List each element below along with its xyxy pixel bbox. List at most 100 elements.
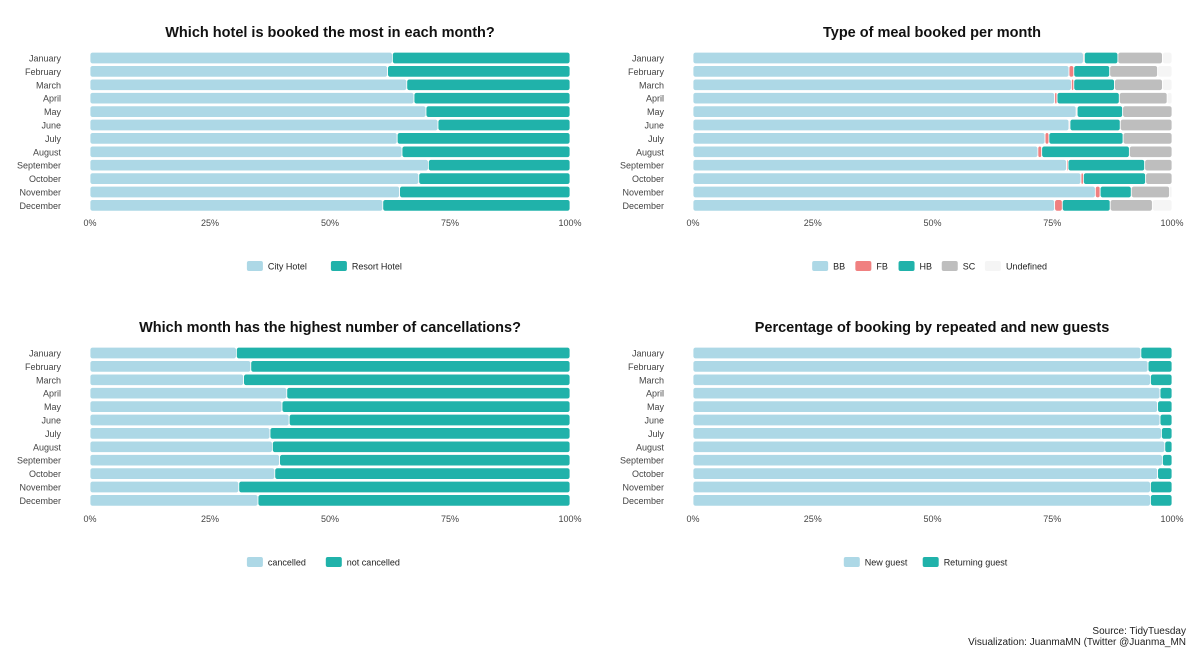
category-label: May <box>647 107 665 117</box>
bar-segment-sc <box>1114 78 1163 91</box>
bar-segment-cancelled <box>89 387 288 400</box>
x-tick-label: 0% <box>83 514 96 524</box>
legend-swatch <box>246 557 263 567</box>
bar-segment-not-cancelled <box>271 440 571 453</box>
x-tick-label: 100% <box>1160 514 1183 524</box>
bar-segment-resort-hotel <box>382 199 571 212</box>
bar-segment-returning-guest <box>1147 360 1173 373</box>
bar-segment-bb <box>692 51 1084 65</box>
bar-segment-not-cancelled <box>288 413 571 427</box>
bar-segment-new-guest <box>692 467 1159 480</box>
x-tick-label: 50% <box>321 514 339 524</box>
category-label: March <box>36 375 61 385</box>
bar-segment-hb <box>1073 65 1111 78</box>
bar-segment-fb <box>1094 185 1101 199</box>
bar-segment-new-guest <box>692 440 1166 453</box>
category-label: September <box>620 161 664 171</box>
caption-credit: Visualization: JuanmaMN (Twitter @Juanma… <box>968 637 1186 648</box>
x-tick-label: 75% <box>441 218 459 228</box>
x-tick-label: 100% <box>558 218 581 228</box>
bar-segment-city-hotel <box>89 159 429 172</box>
bar-segment-sc <box>1109 199 1153 212</box>
bar-segment-cancelled <box>89 413 290 427</box>
bar-segment-city-hotel <box>89 105 427 118</box>
bar-segment-cancelled <box>89 454 281 467</box>
legend-label: SC <box>963 262 976 272</box>
bar-segment-new-guest <box>692 427 1162 440</box>
category-label: March <box>639 80 664 90</box>
chart-panel-1: Which hotel is booked the most in each m… <box>17 25 582 272</box>
category-label: November <box>19 483 61 493</box>
bar-segment-fb <box>1044 132 1050 145</box>
bar-segment-new-guest <box>692 400 1159 413</box>
bar-segment-sc <box>1130 185 1171 199</box>
bar-segment-undefined <box>1169 185 1173 199</box>
bar-segment-resort-hotel <box>387 65 571 78</box>
bar-segment-resort-hotel <box>401 145 571 158</box>
bar-segment-hb <box>1048 132 1124 145</box>
bar-segment-new-guest <box>692 413 1161 427</box>
bar-segment-bb <box>692 78 1072 91</box>
category-label: June <box>41 416 61 426</box>
x-tick-label: 25% <box>201 514 219 524</box>
category-label: October <box>632 174 664 184</box>
legend: BB FB HB SC Undefined <box>812 261 1047 272</box>
bar-segment-hb <box>1099 185 1132 199</box>
bar-segment-new-guest <box>692 373 1151 386</box>
chart-title: Type of meal booked per month <box>823 25 1041 41</box>
bar-segment-returning-guest <box>1157 467 1173 480</box>
x-tick-label: 0% <box>686 218 699 228</box>
bar-segment-returning-guest <box>1162 454 1173 467</box>
bar-segment-bb <box>692 105 1077 118</box>
bar-segment-cancelled <box>89 400 283 413</box>
bar-segment-bb <box>692 145 1039 158</box>
bar-segment-sc <box>1128 145 1173 158</box>
x-tick-label: 75% <box>1043 218 1061 228</box>
bar-segment-bb <box>692 65 1070 78</box>
bar-segment-sc <box>1109 65 1159 78</box>
bar-segment-returning-guest <box>1140 346 1173 360</box>
chart-title: Which hotel is booked the most in each m… <box>165 25 495 41</box>
bar-segment-fb <box>1068 65 1075 78</box>
category-label: December <box>622 496 664 506</box>
bar-segment-city-hotel <box>89 199 384 212</box>
category-label: June <box>41 121 61 131</box>
bar-segment-cancelled <box>89 467 276 480</box>
category-label: October <box>29 469 61 479</box>
bar-segment-city-hotel <box>89 65 389 78</box>
bar-segment-undefined <box>1151 199 1173 212</box>
bar-segment-new-guest <box>692 360 1149 373</box>
bar-segment-cancelled <box>89 494 259 507</box>
bar-segment-undefined <box>1162 78 1173 91</box>
bar-segment-hb <box>1061 199 1111 212</box>
bar-segment-resort-hotel <box>437 118 571 132</box>
legend-swatch <box>855 261 872 271</box>
chart-title: Which month has the highest number of ca… <box>139 320 521 336</box>
category-label: May <box>647 402 665 412</box>
bar-segment-returning-guest <box>1150 494 1173 507</box>
bar-segment-cancelled <box>89 480 240 494</box>
bar-segment-bb <box>692 118 1070 132</box>
category-label: April <box>43 94 61 104</box>
bar-segment-bb <box>692 172 1082 185</box>
bar-segment-city-hotel <box>89 185 401 199</box>
bar-segment-city-hotel <box>89 172 420 185</box>
bar-segment-not-cancelled <box>243 373 571 386</box>
bar-segment-sc <box>1145 172 1173 185</box>
category-label: December <box>19 201 61 211</box>
legend-swatch <box>812 261 829 271</box>
x-tick-label: 100% <box>1160 218 1183 228</box>
category-label: August <box>33 147 62 157</box>
bar-segment-not-cancelled <box>250 360 571 373</box>
legend-label: Undefined <box>1006 262 1047 272</box>
legend-label: Returning guest <box>944 558 1008 568</box>
legend-swatch <box>941 261 958 271</box>
bar-segment-fb <box>1054 199 1063 212</box>
category-label: September <box>17 456 61 466</box>
bar-segment-bb <box>692 159 1068 172</box>
bar-segment-city-hotel <box>89 145 403 158</box>
bar-segment-hb <box>1073 78 1115 91</box>
bar-segment-cancelled <box>89 427 271 440</box>
bar-segment-resort-hotel <box>399 185 571 199</box>
